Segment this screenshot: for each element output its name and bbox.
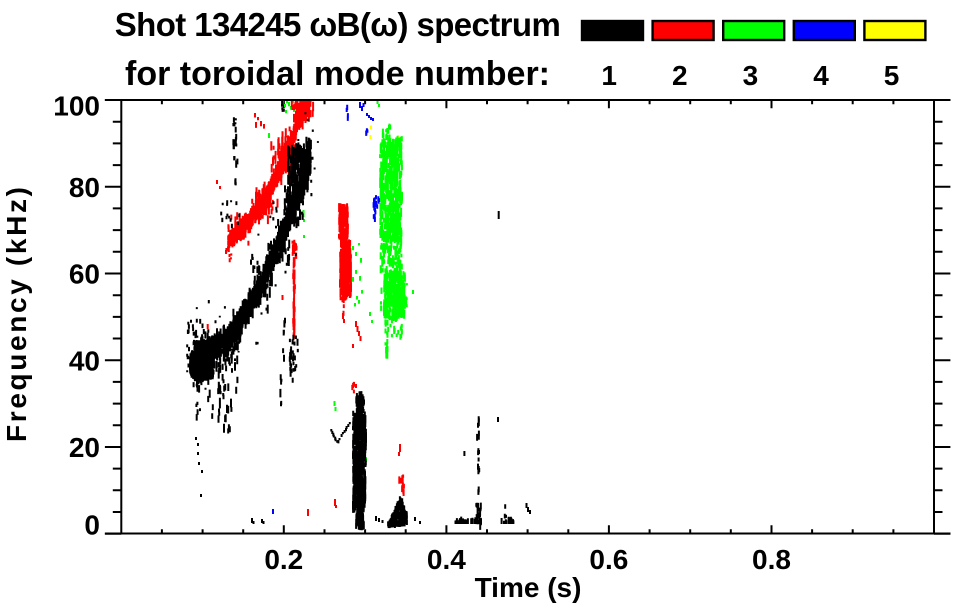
svg-text:3: 3 bbox=[743, 60, 759, 91]
svg-text:2: 2 bbox=[672, 60, 688, 91]
svg-text:0.4: 0.4 bbox=[427, 544, 466, 575]
svg-text:0.8: 0.8 bbox=[752, 544, 791, 575]
svg-text:20: 20 bbox=[69, 432, 100, 463]
svg-text:Shot 134245 ωB(ω) spectrum: Shot 134245 ωB(ω) spectrum bbox=[115, 6, 560, 43]
svg-text:40: 40 bbox=[69, 345, 100, 376]
svg-text:4: 4 bbox=[813, 60, 829, 91]
svg-text:60: 60 bbox=[69, 259, 100, 290]
svg-text:0: 0 bbox=[84, 510, 100, 541]
svg-text:100: 100 bbox=[53, 91, 100, 122]
svg-text:0.2: 0.2 bbox=[264, 544, 303, 575]
svg-text:80: 80 bbox=[69, 172, 100, 203]
svg-text:Time (s): Time (s) bbox=[475, 572, 582, 603]
svg-text:5: 5 bbox=[884, 60, 900, 91]
svg-text:for toroidal mode number:: for toroidal mode number: bbox=[125, 55, 550, 93]
svg-text:0.6: 0.6 bbox=[589, 544, 628, 575]
svg-text:1: 1 bbox=[601, 60, 617, 91]
